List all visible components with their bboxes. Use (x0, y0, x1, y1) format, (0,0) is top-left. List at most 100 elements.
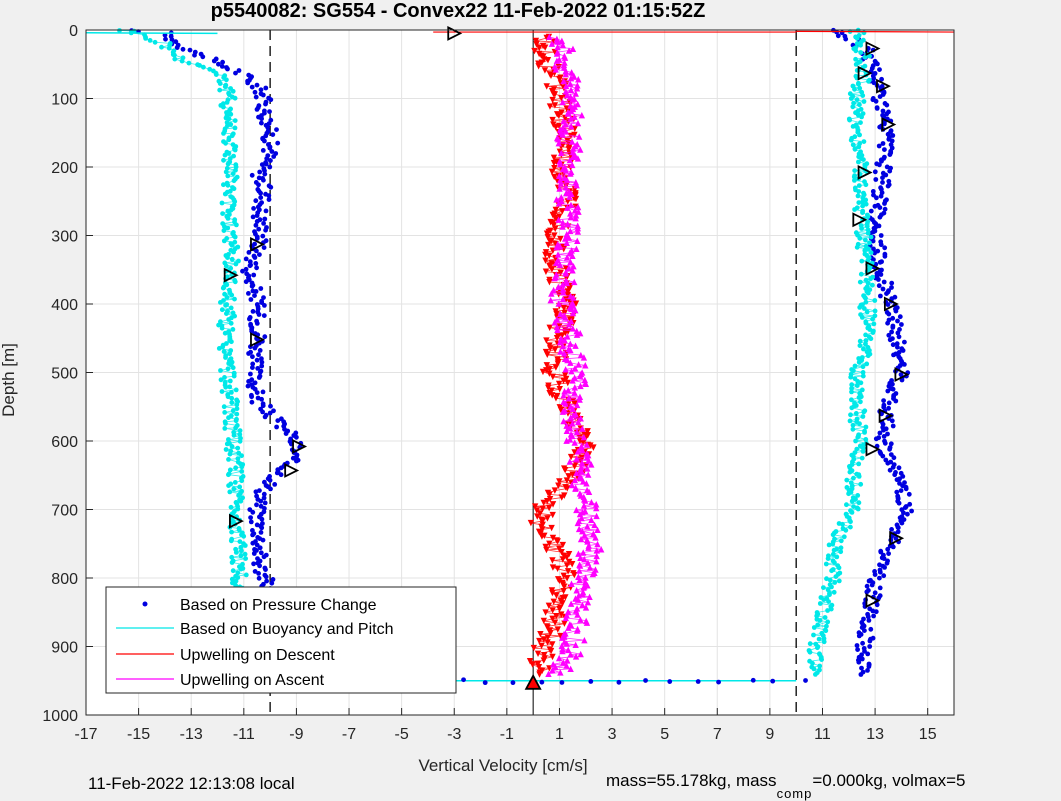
data-point (260, 409, 265, 415)
data-point (857, 132, 862, 138)
data-point (594, 526, 601, 534)
data-point (549, 373, 557, 381)
x-tick-label: 5 (660, 726, 669, 743)
data-point (559, 295, 567, 303)
data-point (855, 493, 861, 498)
data-point (575, 208, 582, 215)
data-point (544, 498, 551, 505)
data-point (236, 68, 242, 73)
data-point (540, 499, 547, 507)
data-point (254, 265, 259, 271)
data-point (551, 346, 559, 353)
data-point (559, 41, 567, 49)
data-point (568, 138, 576, 145)
data-point (535, 63, 542, 70)
data-point (229, 554, 235, 560)
data-point (878, 272, 884, 277)
x-tick-label: -9 (289, 726, 303, 743)
data-point (873, 436, 879, 442)
data-point (246, 351, 252, 356)
data-point (869, 582, 875, 588)
data-point (258, 87, 264, 93)
data-point (885, 320, 890, 326)
data-point (877, 162, 882, 168)
data-point (223, 263, 229, 269)
data-point (563, 375, 570, 383)
data-point (551, 319, 558, 326)
data-point (233, 550, 239, 555)
data-point (853, 62, 859, 67)
data-point (556, 386, 563, 393)
data-point (560, 417, 567, 425)
data-point (259, 359, 265, 365)
data-point (252, 569, 258, 574)
data-point (872, 308, 878, 314)
data-point (571, 439, 578, 446)
data-point (577, 650, 584, 658)
data-point (863, 437, 869, 442)
data-point (552, 364, 560, 371)
x-tick-label: -3 (447, 726, 461, 743)
data-point (863, 299, 869, 305)
data-point (865, 651, 871, 657)
data-point (881, 573, 887, 579)
data-point (225, 182, 231, 188)
data-point (583, 619, 591, 626)
data-point (557, 632, 564, 640)
data-point (565, 394, 573, 402)
data-point (868, 208, 874, 214)
data-point (572, 212, 580, 219)
data-point (576, 576, 583, 584)
data-point (568, 481, 576, 489)
data-point (593, 504, 600, 512)
x-tick-label: 11 (814, 726, 831, 743)
data-point (254, 321, 260, 326)
data-point (560, 572, 567, 580)
y-tick-label: 300 (51, 229, 78, 246)
data-point (257, 169, 263, 175)
data-point (262, 138, 267, 144)
data-point (266, 193, 272, 199)
data-point (554, 136, 562, 143)
data-point (143, 36, 149, 41)
data-point (817, 618, 823, 623)
data-point (556, 126, 564, 133)
data-point (246, 379, 252, 384)
data-point (551, 232, 558, 239)
data-point (235, 506, 241, 512)
data-point (821, 639, 827, 645)
data-point (565, 320, 573, 328)
legend-descent-label: Upwelling on Descent (180, 647, 335, 664)
data-point (559, 286, 567, 293)
data-point (261, 245, 267, 251)
data-point (231, 153, 237, 159)
data-point (598, 546, 605, 553)
data-point (557, 407, 565, 414)
data-point (249, 172, 255, 178)
data-point (274, 470, 280, 476)
data-point (265, 125, 271, 130)
data-point (290, 455, 296, 461)
data-point (850, 426, 856, 432)
data-point (863, 338, 869, 343)
data-point (546, 33, 553, 41)
data-point (230, 88, 236, 94)
data-point (849, 498, 855, 504)
data-point (902, 362, 907, 367)
data-point (567, 86, 575, 94)
data-point (866, 578, 872, 584)
data-point (856, 200, 862, 206)
legend: Based on Pressure Change Based on Buoyan… (105, 586, 457, 694)
data-point (253, 289, 259, 294)
data-point (567, 210, 574, 217)
data-point (552, 259, 560, 266)
data-point (566, 249, 574, 257)
data-point (174, 45, 180, 50)
data-point (867, 638, 873, 644)
data-point (871, 246, 876, 252)
data-point (222, 330, 228, 336)
data-point (258, 550, 264, 556)
data-point (860, 199, 865, 205)
waypoint-marker (876, 78, 891, 94)
data-point (233, 70, 238, 76)
